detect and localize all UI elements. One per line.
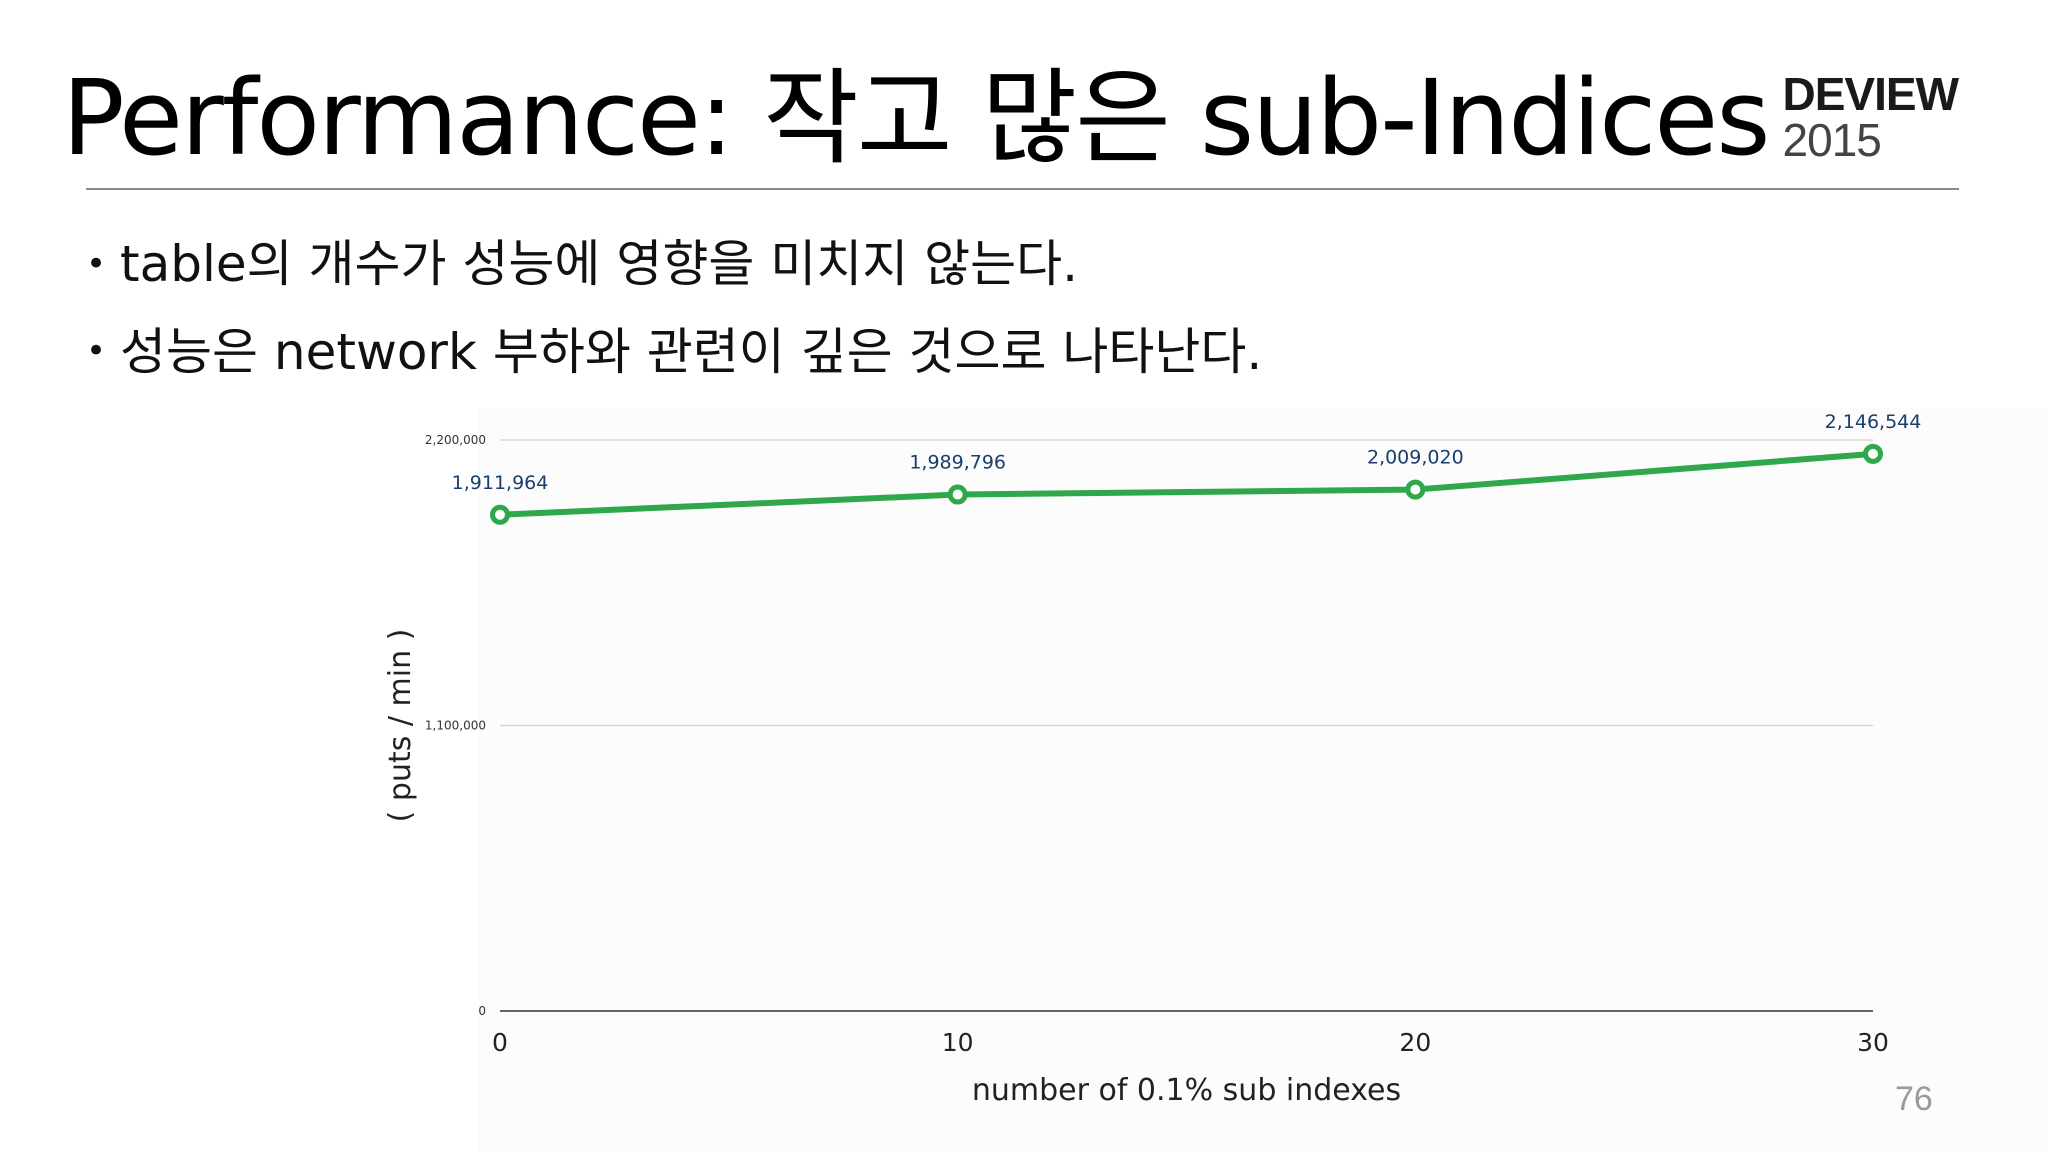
data-point — [1863, 443, 1883, 464]
data-point — [490, 504, 510, 525]
deview-logo: DEVIEW 2015 — [1782, 68, 1959, 166]
bullet-text: table의 개수가 성능에 영향을 미치지 않는다. — [120, 235, 1078, 293]
data-label: 1,989,796 — [909, 452, 1006, 474]
data-point — [1405, 479, 1426, 500]
series-line — [497, 450, 1876, 518]
bullet-list: • table의 개수가 성능에 영향을 미치지 않는다. • 성능은 networ… — [86, 222, 1262, 397]
x-tick-label: 0 — [492, 1028, 508, 1057]
title-divider — [86, 188, 1959, 190]
bullet-text: 성능은 network 부하와 관련이 깊은 것으로 나타난다. — [120, 322, 1263, 381]
y-tick-label: 2,200,000 — [425, 433, 486, 447]
bullet-dot-icon: • — [86, 331, 107, 371]
logo-year: 2015 — [1782, 114, 1882, 166]
data-point — [947, 484, 968, 505]
data-label: 2,146,544 — [1825, 411, 1922, 433]
x-axis-title: number of 0.1% sub indexes — [972, 1073, 1401, 1108]
chart-background — [478, 408, 2048, 1152]
logo-word: DEVIEW — [1782, 68, 1959, 120]
bullet-dot-icon: • — [86, 243, 107, 284]
y-tick-label: 0 — [478, 1004, 486, 1018]
x-tick-label: 30 — [1857, 1028, 1889, 1057]
bullet-item: • 성능은 network 부하와 관련이 깊은 것으로 나타난다. — [86, 310, 1262, 398]
x-tick-label: 20 — [1399, 1028, 1431, 1057]
slide-title: Performance: 작고 많은 sub-Indices — [62, 57, 1770, 179]
data-label: 1,911,964 — [452, 472, 549, 494]
page-number: 76 — [1895, 1080, 1933, 1118]
y-axis-title: ( puts / min ) — [383, 629, 418, 823]
data-label: 2,009,020 — [1367, 447, 1464, 469]
y-tick-label: 1,100,000 — [425, 719, 486, 733]
bullet-item: • table의 개수가 성능에 영향을 미치지 않는다. — [86, 222, 1262, 310]
x-tick-label: 10 — [942, 1028, 974, 1057]
